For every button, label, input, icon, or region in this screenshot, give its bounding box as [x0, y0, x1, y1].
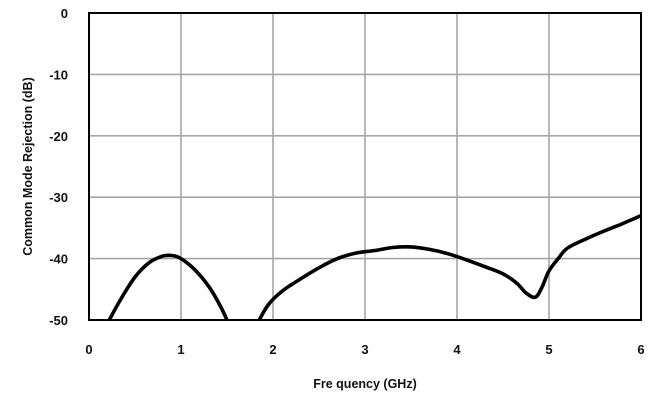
x-tick-labels: 0 1 2 3 4 5 6 — [85, 342, 644, 357]
plot-frame — [88, 12, 642, 321]
y-tick-label: -10 — [49, 67, 68, 82]
x-axis-label: Fre quency (GHz) — [313, 377, 417, 391]
x-tick-label: 3 — [361, 342, 368, 357]
y-axis-label: Common Mode Rejection (dB) — [21, 77, 35, 255]
y-tick-label: -40 — [49, 252, 68, 267]
x-tick-label: 5 — [545, 342, 552, 357]
x-tick-label: 1 — [177, 342, 184, 357]
y-tick-label: 0 — [61, 6, 68, 21]
y-tick-label: -50 — [49, 313, 68, 328]
y-tick-labels: 0 -10 -20 -30 -40 -50 — [49, 6, 68, 328]
y-tick-label: -20 — [49, 129, 68, 144]
series-line-segment — [107, 253, 229, 321]
grid — [89, 13, 641, 320]
curves — [107, 213, 642, 321]
x-tick-label: 6 — [637, 342, 644, 357]
series-line-segment — [257, 213, 642, 321]
x-tick-label: 4 — [453, 342, 461, 357]
x-tick-label: 0 — [85, 342, 92, 357]
x-tick-label: 2 — [269, 342, 276, 357]
y-tick-label: -30 — [49, 190, 68, 205]
